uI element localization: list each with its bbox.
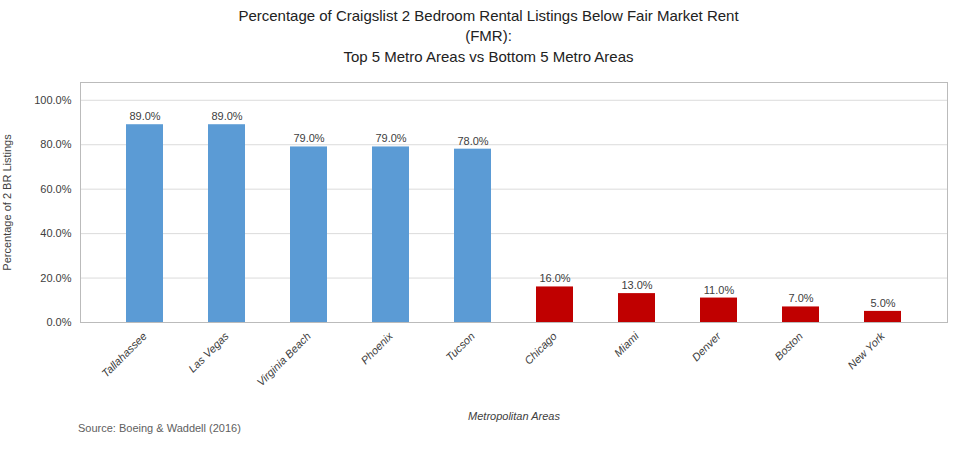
- svg-text:Tallahassee: Tallahassee: [99, 329, 149, 379]
- svg-text:79.0%: 79.0%: [293, 132, 324, 144]
- svg-text:7.0%: 7.0%: [788, 292, 813, 304]
- svg-text:13.0%: 13.0%: [621, 279, 652, 291]
- svg-text:Virginia Beach: Virginia Beach: [254, 329, 313, 388]
- svg-text:40.0%: 40.0%: [40, 227, 71, 239]
- svg-text:60.0%: 60.0%: [40, 182, 71, 194]
- svg-text:80.0%: 80.0%: [40, 138, 71, 150]
- svg-text:Chicago: Chicago: [522, 329, 559, 366]
- html-text:Percentage of Craigslist 2 Bed: Percentage of Craigslist 2 Bedroom Renta…: [238, 7, 739, 65]
- svg-text:16.0%: 16.0%: [539, 272, 570, 284]
- svg-text:100.0%: 100.0%: [34, 94, 72, 106]
- html-text:Source: Boeing & Waddell (2016: Source: Boeing & Waddell (2016): [78, 421, 241, 434]
- svg-text:11.0%: 11.0%: [704, 283, 735, 295]
- svg-text:0.0%: 0.0%: [46, 316, 71, 328]
- svg-text:89.0%: 89.0%: [129, 110, 160, 122]
- svg-text:Metropolitan Areas: Metropolitan Areas: [468, 409, 560, 421]
- svg-text:79.0%: 79.0%: [375, 132, 406, 144]
- svg-text:Miami: Miami: [612, 329, 642, 359]
- svg-text:5.0%: 5.0%: [870, 297, 895, 309]
- svg-text:Boston: Boston: [772, 329, 805, 362]
- svg-text:Las Vegas: Las Vegas: [186, 329, 231, 374]
- svg-text:Tucson: Tucson: [443, 329, 476, 362]
- svg-text:78.0%: 78.0%: [457, 134, 488, 146]
- svg-text:Percentage of 2 BR Listings: Percentage of 2 BR Listings: [1, 134, 13, 271]
- svg-text:20.0%: 20.0%: [40, 271, 71, 283]
- svg-text:Phoenix: Phoenix: [358, 329, 395, 366]
- svg-text:Denver: Denver: [689, 329, 724, 364]
- svg-text:89.0%: 89.0%: [211, 110, 242, 122]
- svg-text:New York: New York: [845, 329, 887, 371]
